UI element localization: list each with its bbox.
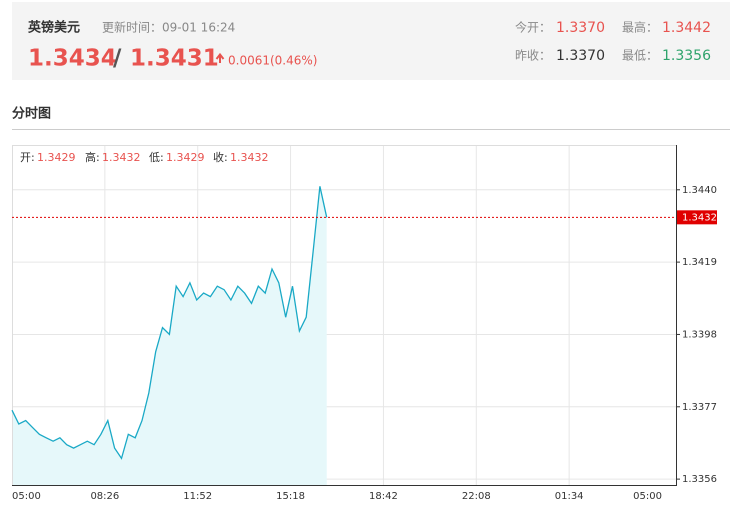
chart-frame: [12, 145, 677, 486]
price-change: 0.0061(0.46%): [228, 54, 317, 68]
last-price-label: 1.3432: [682, 212, 717, 223]
ask-price: 1.3431: [130, 46, 219, 72]
low-label: 最低：: [622, 49, 658, 63]
prev-close-value: 1.3370: [556, 48, 605, 64]
low-value: 1.3356: [662, 48, 711, 64]
last-price-box: [677, 210, 717, 225]
price-line: [11, 186, 328, 460]
price-separator: /: [113, 46, 122, 72]
info-close-label: 收:: [213, 150, 228, 164]
info-low-label: 低:: [149, 151, 164, 164]
x-tick-label: 05:00: [12, 491, 41, 502]
open-label: 今开：: [515, 20, 551, 35]
y-tick-label: 1.3440: [682, 185, 717, 196]
y-tick-label: 1.3398: [682, 329, 717, 340]
info-high-label: 高:: [85, 150, 100, 164]
prev-close-label: 昨收：: [515, 49, 551, 63]
x-tick-label: 18:42: [369, 491, 398, 502]
up-arrow: [215, 52, 225, 63]
x-tick-label: 11:52: [183, 491, 212, 502]
x-tick-label: 08:26: [90, 491, 119, 502]
update-time: 更新时间：09-01 16:24: [102, 20, 235, 35]
y-tick-label: 1.3419: [682, 257, 717, 268]
x-tick-label: 05:00: [633, 491, 662, 502]
info-open-label: 开:: [20, 151, 35, 164]
info-close: 1.3432: [230, 151, 269, 164]
header-bg: [12, 2, 730, 80]
info-low: 1.3429: [166, 151, 205, 164]
info-open: 1.3429: [37, 151, 76, 164]
y-tick-label: 1.3356: [682, 474, 717, 485]
bid-price: 1.3434: [28, 46, 117, 72]
high-label: 最高：: [622, 20, 658, 35]
x-tick-label: 22:08: [462, 491, 491, 502]
open-value: 1.3370: [556, 20, 605, 36]
x-tick-label: 15:18: [276, 491, 305, 502]
x-tick-label: 01:34: [555, 491, 584, 502]
section-title: 分时图: [12, 106, 51, 122]
high-value: 1.3442: [662, 20, 711, 36]
area: [12, 186, 327, 487]
symbol-title: 英镑美元: [27, 20, 80, 36]
y-tick-label: 1.3377: [682, 402, 717, 413]
info-high: 1.3432: [102, 151, 141, 164]
